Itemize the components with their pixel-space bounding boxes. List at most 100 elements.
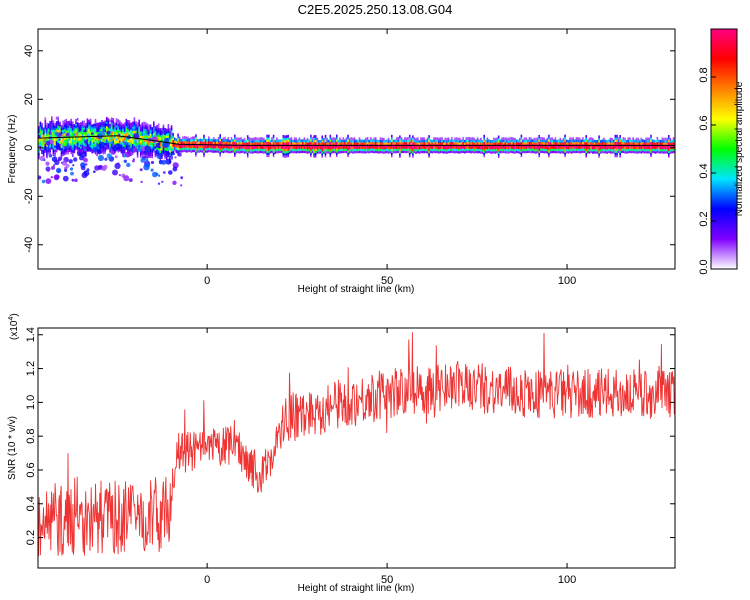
- spectrogram-cell: [266, 136, 268, 140]
- spectrogram-cell: [261, 137, 264, 141]
- spectrogram-cell: [279, 141, 281, 145]
- spectrogram-cell: [118, 174, 121, 177]
- spectrogram-cell: [128, 122, 131, 126]
- spectrogram-cell: [89, 133, 92, 137]
- spectrogram-cell: [561, 148, 563, 152]
- spectrogram-cell: [73, 148, 76, 151]
- spectrogram-cell: [235, 150, 238, 154]
- spectrogram-cell: [347, 154, 349, 158]
- spectrogram-cell: [110, 117, 113, 121]
- spectrogram-cell: [313, 135, 315, 138]
- spectrogram-cell: [544, 148, 547, 151]
- spectrogram-cell: [234, 154, 236, 157]
- spectrogram-cell: [120, 148, 123, 152]
- spectrogram-cell: [159, 130, 162, 134]
- spectrogram-cell: [564, 141, 566, 144]
- spectrogram-cell: [452, 141, 455, 145]
- spectrogram-cell: [68, 131, 71, 135]
- spectrogram-cell: [339, 150, 341, 154]
- spectrogram-cell: [533, 148, 536, 152]
- spectrogram-cell: [462, 150, 464, 153]
- spectrogram-cell: [44, 150, 47, 153]
- spectrogram-cell: [582, 148, 584, 151]
- spectrogram-cell: [363, 146, 366, 149]
- spectrogram-cell: [224, 141, 226, 144]
- spectrogram-cell: [483, 147, 485, 151]
- spectrogram-cell: [344, 139, 346, 143]
- spectrogram-cell: [169, 136, 171, 140]
- spectrogram-cell: [57, 140, 59, 144]
- spectrogram-cell: [465, 148, 468, 151]
- spectrogram-cell: [101, 137, 103, 141]
- spectrogram-cell: [640, 148, 643, 152]
- spectrogram-cell: [54, 144, 56, 148]
- spectrogram-cell: [141, 150, 144, 154]
- spectrogram-cell: [285, 135, 288, 138]
- spectrogram-cell: [551, 141, 553, 145]
- spectrogram-cell: [170, 140, 173, 144]
- spectrogram-cell: [604, 139, 607, 143]
- spectrogram-cell: [421, 150, 424, 154]
- spectrogram-cell: [172, 135, 174, 138]
- spectrogram-cell: [489, 146, 492, 150]
- spectrogram-cells: [38, 116, 675, 187]
- spectrogram-cell: [595, 140, 597, 143]
- spectrogram-cell: [234, 147, 236, 151]
- spectrogram-cell: [544, 150, 547, 154]
- spectrogram-cell: [397, 141, 400, 145]
- spectrogram-cell: [246, 150, 249, 154]
- spectrogram-cell: [455, 141, 458, 145]
- spectrogram-cell: [136, 124, 139, 128]
- spectrogram-cell: [164, 147, 166, 151]
- spectrogram-cell: [157, 142, 161, 145]
- spectrogram-cell: [643, 150, 646, 154]
- spectrogram-cell: [80, 124, 82, 128]
- spectrogram-cell: [285, 141, 288, 145]
- spectrogram-cell: [75, 147, 77, 150]
- spectrogram-cell: [384, 150, 387, 154]
- spectrogram-cell: [468, 150, 471, 153]
- spectrogram-cell: [614, 150, 617, 153]
- spectrogram-cell: [295, 142, 298, 145]
- spectrogram-cell: [519, 142, 521, 146]
- spectrogram-cell: [331, 139, 333, 143]
- spectrogram-cell: [237, 141, 239, 145]
- spectrogram-cell: [622, 141, 625, 145]
- spectrogram-cell: [562, 137, 565, 141]
- spectrogram-cell: [442, 142, 445, 145]
- spectrogram-cell: [310, 141, 312, 144]
- spectrogram-cell: [441, 137, 443, 141]
- spectrogram-cell: [314, 148, 317, 151]
- spectrogram-cell: [501, 150, 503, 154]
- spectrogram-cell: [410, 137, 413, 141]
- spectrogram-cell: [285, 137, 288, 141]
- spectrogram-cell: [115, 131, 118, 135]
- spectrogram-cell: [248, 139, 251, 143]
- spectrogram-cell: [51, 133, 53, 137]
- spectrogram-cell: [668, 135, 670, 138]
- spectrogram-cell: [616, 145, 618, 149]
- spectrogram-cell: [561, 141, 563, 145]
- spectrogram-cell: [323, 146, 325, 150]
- spectrogram-cell: [497, 148, 500, 152]
- spectrogram-cell: [211, 141, 213, 144]
- spectrogram-cell: [668, 141, 670, 145]
- spectrogram-cell: [106, 130, 111, 135]
- spectrogram-cell: [89, 140, 92, 144]
- spectrogram-cell: [572, 141, 574, 145]
- spectrogram-cell: [178, 136, 181, 140]
- spectrogram-cell: [379, 148, 382, 151]
- spectrogram-cell: [340, 139, 343, 143]
- spectrogram-cell: [46, 129, 48, 133]
- spectrogram-cell: [41, 131, 43, 135]
- spectrogram-cell: [172, 166, 178, 172]
- spectrogram-cell: [556, 142, 558, 145]
- spectrogram-cell: [452, 146, 455, 149]
- spectrogram-cell: [540, 145, 542, 149]
- spectrogram-xtick-label: 0: [204, 275, 210, 287]
- spectrogram-ylabel: Frequency (Hz): [7, 115, 18, 184]
- spectrogram-cell: [429, 145, 432, 149]
- spectrogram-cell: [78, 125, 81, 128]
- spectrogram-cell: [253, 150, 255, 154]
- spectrogram-cell: [645, 150, 647, 154]
